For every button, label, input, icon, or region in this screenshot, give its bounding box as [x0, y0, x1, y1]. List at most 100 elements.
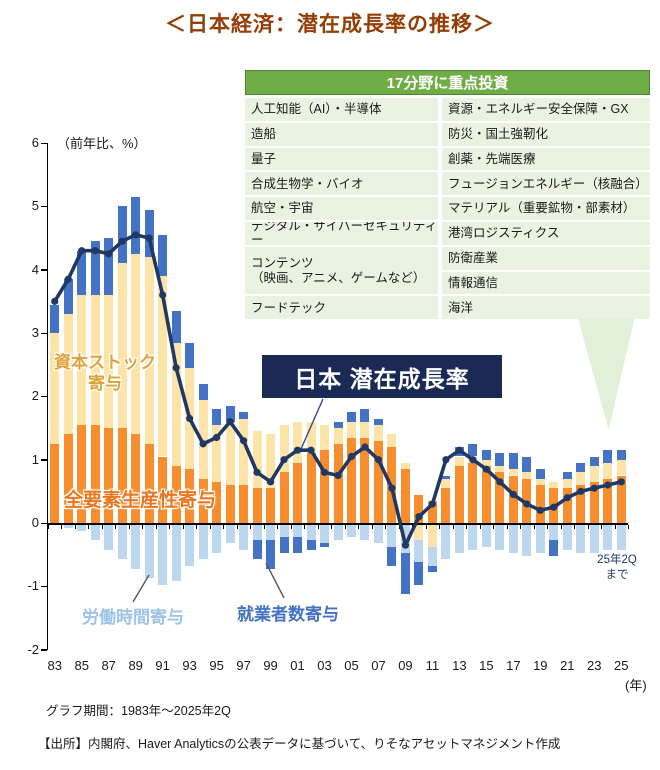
bar-segment-hours_lightblue — [266, 524, 276, 541]
bar-segment-hours_lightblue — [414, 540, 424, 563]
x-axis-tick — [479, 524, 481, 529]
bar-segment-hours_lightblue — [252, 524, 262, 541]
bar-segment-tfp_orange — [387, 447, 397, 523]
bar-segment-employment_blue — [400, 552, 410, 595]
bar-segment-capital_cream — [495, 466, 505, 473]
bar-segment-tfp_orange — [441, 488, 451, 523]
x-axis-unit-label: (年) — [625, 678, 647, 693]
investment-table-cell: 合成生物学・バイオ — [245, 172, 438, 196]
bar-segment-employment_blue — [225, 405, 235, 422]
bar-segment-tfp_orange — [252, 488, 262, 523]
bar-segment-employment_blue — [468, 443, 478, 457]
investment-table-cell: 防災・国土強靭化 — [442, 122, 650, 146]
x-axis-tick — [547, 524, 549, 529]
capital-stock-label-line1: 資本ストック — [54, 353, 156, 372]
investment-table-cell: マテリアル（重要鉱物・部素材） — [442, 197, 650, 220]
bar-segment-hours_lightblue — [360, 524, 370, 541]
x-axis-tick — [290, 524, 292, 529]
investment-table-header: 17分野に重点投資 — [245, 70, 650, 95]
y-axis-tick — [41, 332, 47, 334]
bar-segment-hours_lightblue — [603, 524, 613, 550]
bar-segment-capital_cream — [333, 428, 343, 444]
investment-table-cell: 量子 — [245, 147, 438, 171]
bar-segment-employment_blue — [77, 250, 87, 295]
bar-segment-employment_blue — [616, 450, 626, 460]
bar-segment-hours_lightblue — [508, 524, 518, 553]
capital-stock-label-line2: 寄与 — [88, 374, 122, 394]
bar-segment-capital_cream — [441, 478, 451, 489]
x-axis-tick — [493, 524, 495, 529]
x-axis-tick — [182, 524, 184, 529]
x-axis-tick — [628, 524, 629, 529]
investment-table-cell: フュージョンエネルギー（核融合） — [442, 172, 650, 196]
bar-segment-capital_cream — [549, 481, 559, 489]
bar-segment-hours_lightblue — [373, 524, 383, 544]
x-axis-label: 13 — [452, 658, 467, 673]
bar-segment-tfp_orange — [481, 466, 491, 523]
x-axis-tick — [236, 524, 238, 529]
bar-segment-capital_cream — [346, 421, 356, 438]
bar-segment-hours_lightblue — [171, 524, 181, 582]
investment-table-body: 人工知能（AI）・半導体 造船 量子 合成生物学・バイオ 航空・宇宙 デジタル・サイバーセ… — [245, 98, 650, 320]
investment-table-cell: 情報通信 — [442, 271, 650, 295]
bar-segment-employment_blue — [562, 472, 572, 479]
bar-segment-capital_cream — [535, 478, 545, 485]
bar-segment-hours_lightblue — [104, 524, 114, 550]
x-axis-tick — [452, 524, 454, 529]
x-axis-tick — [263, 524, 265, 529]
hours-leader — [132, 574, 150, 603]
bar-segment-capital_cream — [306, 421, 316, 454]
bar-segment-capital_cream — [293, 421, 303, 463]
bar-segment-capital_cream — [131, 253, 141, 435]
investment-table-cell: 防衛産業 — [442, 246, 650, 270]
bar-segment-capital_cream — [144, 257, 154, 444]
bar-segment-tfp_orange — [225, 485, 235, 523]
bar-segment-tfp_orange — [239, 485, 249, 523]
bar-segment-capital_cream — [360, 421, 370, 438]
bar-segment-employment_blue — [239, 412, 249, 419]
bar-segment-hours_lightblue — [225, 524, 235, 544]
x-axis-label: 09 — [398, 658, 413, 673]
x-axis-tick — [277, 524, 279, 529]
y-axis-tick — [41, 522, 47, 524]
bar-segment-hours_lightblue — [387, 524, 397, 547]
bar-segment-tfp_orange — [279, 472, 289, 523]
bar-segment-capital_cream — [562, 478, 572, 489]
x-axis-tick — [466, 524, 468, 529]
bar-segment-tfp_orange — [360, 437, 370, 523]
x-axis-tick — [371, 524, 373, 529]
line-marker — [442, 456, 450, 464]
x-axis-label: 11 — [425, 658, 440, 673]
y-axis-tick — [41, 269, 47, 271]
x-axis-tick — [317, 524, 319, 529]
x-axis-tick — [196, 524, 198, 529]
x-axis-tick — [128, 524, 130, 529]
bar-segment-employment_blue — [414, 562, 424, 585]
bar-segment-capital_cream — [279, 424, 289, 473]
x-axis-tick — [520, 524, 522, 529]
bar-segment-employment_blue — [158, 234, 168, 276]
bar-segment-tfp_orange — [320, 450, 329, 523]
y-axis-label: 2 — [31, 388, 39, 404]
bar-segment-employment_blue — [50, 304, 60, 333]
bar-segment-hours_lightblue — [549, 524, 559, 541]
bar-segment-capital_cream — [198, 399, 208, 479]
x-axis-label: 07 — [371, 658, 386, 673]
bar-segment-hours_lightblue — [495, 524, 505, 550]
x-axis-tick — [506, 524, 508, 529]
bar-segment-hours_lightblue — [522, 524, 532, 557]
bar-segment-capital_cream — [185, 367, 195, 470]
bar-segment-capital_cream — [387, 434, 397, 447]
bar-segment-employment_blue — [171, 310, 181, 343]
x-axis-label: 23 — [587, 658, 602, 673]
x-axis-tick — [101, 524, 103, 529]
bar-segment-employment_blue — [549, 540, 559, 557]
bar-segment-hours_lightblue — [185, 524, 195, 566]
x-axis-tick — [601, 524, 603, 529]
bar-segment-hours_lightblue — [90, 524, 100, 541]
bar-segment-employment_blue — [252, 540, 262, 560]
bar-segment-employment_blue — [360, 409, 370, 422]
x-axis-label: 17 — [506, 658, 521, 673]
employment-label: 就業者数寄与 — [237, 605, 339, 624]
